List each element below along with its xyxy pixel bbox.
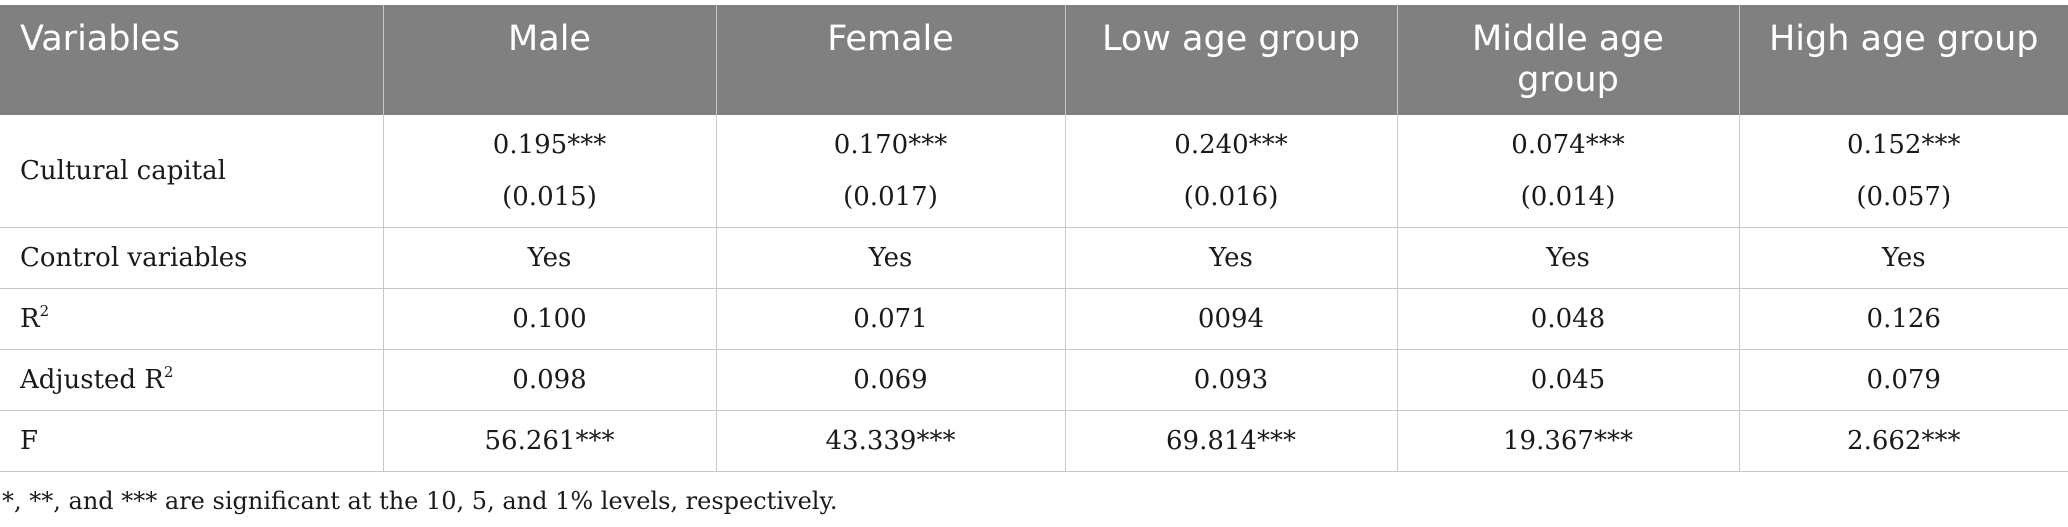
table-row-adjusted-r2: Adjusted R2 0.098 0.069 0.093 0.045 0.07… — [0, 349, 2068, 411]
header-row: Variables Male Female Low age group Midd… — [0, 5, 2068, 115]
standard-error: (0.017) — [843, 181, 938, 212]
header-variables: Variables — [0, 5, 384, 115]
cell-cultural-capital-middle-age: 0.074*** (0.014) — [1397, 115, 1740, 228]
header-male: Male — [383, 5, 717, 115]
regression-table: Variables Male Female Low age group Midd… — [0, 5, 2068, 472]
cell-adjusted-r2-female: 0.069 — [716, 349, 1066, 411]
coefficient: 0.170*** — [833, 129, 948, 160]
cell-r2-female: 0.071 — [716, 288, 1066, 350]
table-row-control-variables: Control variables Yes Yes Yes Yes Yes — [0, 227, 2068, 289]
cell-cultural-capital-low-age: 0.240*** (0.016) — [1065, 115, 1398, 228]
cell-control-low-age: Yes — [1065, 227, 1398, 289]
row-label-f: F — [0, 410, 384, 472]
cell-cultural-capital-female: 0.170*** (0.017) — [716, 115, 1066, 228]
table-footnote: *, **, and *** are significant at the 10… — [2, 487, 838, 515]
cell-control-male: Yes — [383, 227, 717, 289]
header-middle-age-group: Middle age group — [1397, 5, 1740, 115]
adjusted-r2-superscript: 2 — [163, 362, 174, 381]
r2-superscript: 2 — [39, 301, 50, 320]
header-low-age-group: Low age group — [1065, 5, 1398, 115]
cell-f-male: 56.261*** — [383, 410, 717, 472]
table-row-cultural-capital: Cultural capital 0.195*** (0.015) 0.170*… — [0, 115, 2068, 228]
cell-f-low-age: 69.814*** — [1065, 410, 1398, 472]
cell-f-high-age: 2.662*** — [1739, 410, 2068, 472]
standard-error: (0.014) — [1520, 181, 1616, 212]
cell-adjusted-r2-low-age: 0.093 — [1065, 349, 1398, 411]
row-label-cultural-capital: Cultural capital — [0, 115, 384, 228]
row-label-control-variables: Control variables — [0, 227, 384, 289]
standard-error: (0.015) — [502, 181, 597, 212]
table-row-f: F 56.261*** 43.339*** 69.814*** 19.367**… — [0, 410, 2068, 472]
cell-control-middle-age: Yes — [1397, 227, 1740, 289]
cell-r2-middle-age: 0.048 — [1397, 288, 1740, 350]
coefficient: 0.074*** — [1511, 129, 1625, 160]
coefficient: 0.195*** — [492, 129, 607, 160]
table-body: Cultural capital 0.195*** (0.015) 0.170*… — [0, 115, 2068, 472]
cell-cultural-capital-high-age: 0.152*** (0.057) — [1739, 115, 2068, 228]
cell-r2-high-age: 0.126 — [1739, 288, 2068, 350]
cell-control-high-age: Yes — [1739, 227, 2068, 289]
coefficient: 0.240*** — [1174, 129, 1288, 160]
table-row-r2: R2 0.100 0.071 0094 0.048 0.126 — [0, 288, 2068, 350]
table-header: Variables Male Female Low age group Midd… — [0, 5, 2068, 115]
standard-error: (0.057) — [1856, 181, 1952, 212]
cell-control-female: Yes — [716, 227, 1066, 289]
cell-r2-male: 0.100 — [383, 288, 717, 350]
cell-adjusted-r2-male: 0.098 — [383, 349, 717, 411]
header-high-age-group: High age group — [1739, 5, 2068, 115]
coefficient: 0.152*** — [1847, 129, 1961, 160]
cell-adjusted-r2-high-age: 0.079 — [1739, 349, 2068, 411]
cell-f-female: 43.339*** — [716, 410, 1066, 472]
standard-error: (0.016) — [1183, 181, 1279, 212]
cell-cultural-capital-male: 0.195*** (0.015) — [383, 115, 717, 228]
adjusted-r2-label-text: Adjusted R — [20, 364, 164, 395]
row-label-adjusted-r2: Adjusted R2 — [0, 349, 384, 411]
regression-table-container: Variables Male Female Low age group Midd… — [0, 5, 2068, 472]
cell-adjusted-r2-middle-age: 0.045 — [1397, 349, 1740, 411]
cell-r2-low-age: 0094 — [1065, 288, 1398, 350]
row-label-r2: R2 — [0, 288, 384, 350]
cell-f-middle-age: 19.367*** — [1397, 410, 1740, 472]
r2-label-text: R — [20, 303, 40, 334]
header-female: Female — [716, 5, 1066, 115]
